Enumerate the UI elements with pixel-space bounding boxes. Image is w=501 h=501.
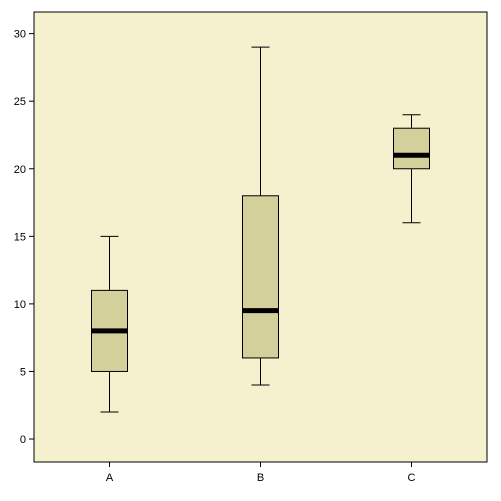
y-tick-label: 10 xyxy=(14,299,26,311)
box-series xyxy=(91,46,430,413)
y-tick-label: 25 xyxy=(14,96,26,108)
y-tick-label: 0 xyxy=(20,434,26,446)
box-C xyxy=(393,114,430,224)
y-axis: 0 5 10 15 20 25 30 xyxy=(14,29,34,446)
y-tick-label: 15 xyxy=(14,231,26,243)
y-tick-label: 30 xyxy=(14,29,26,41)
box-B xyxy=(242,46,279,386)
box-body xyxy=(242,195,279,359)
box-A xyxy=(91,235,128,413)
x-tick-label: B xyxy=(257,472,264,484)
y-tick-label: 5 xyxy=(20,366,26,378)
x-tick-label: C xyxy=(408,472,416,484)
box-body xyxy=(393,127,430,170)
y-tick-label: 20 xyxy=(14,164,26,176)
x-axis: A B C xyxy=(106,462,416,484)
x-tick-label: A xyxy=(106,472,114,484)
